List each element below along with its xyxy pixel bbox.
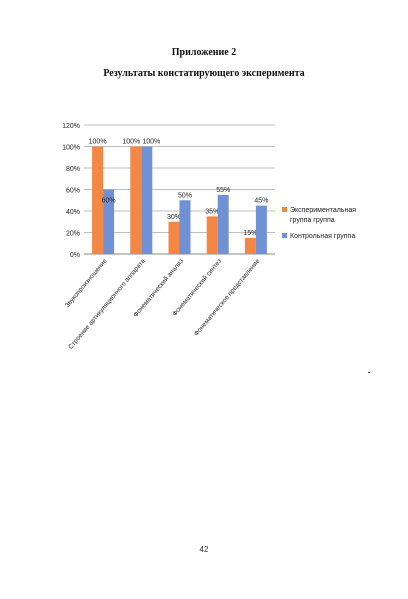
legend-label: Контрольная группа	[290, 233, 355, 240]
legend-swatch-control	[282, 233, 287, 238]
page-heading: Результаты констатирующего эксперимента	[103, 68, 305, 79]
y-tick-label: 60%	[66, 188, 80, 195]
data-label: 30%	[167, 214, 181, 221]
data-label: 15%	[243, 230, 257, 237]
data-label: 35%	[205, 208, 219, 215]
bar-control	[103, 189, 115, 254]
bar-control	[255, 205, 267, 254]
y-tick-label: 20%	[66, 231, 80, 238]
data-label: 45%	[254, 198, 268, 205]
stray-mark	[368, 372, 370, 373]
data-label: 100%	[89, 139, 107, 146]
data-label: 60%	[102, 198, 116, 205]
legend-label: Экспериментальная	[290, 207, 356, 214]
y-tick-label: 0%	[70, 252, 80, 259]
bar-control	[179, 200, 191, 254]
bar-experimental	[92, 146, 104, 254]
x-category-label: Фонематическое представление	[193, 257, 262, 337]
legend-label: группа группа	[290, 217, 335, 224]
bar-control	[217, 194, 229, 254]
bar-experimental	[130, 146, 142, 254]
x-category-label: Строение артикуляционного аппарата	[67, 257, 147, 350]
bar-control	[141, 146, 153, 254]
data-label: 100%	[122, 139, 140, 146]
data-label: 55%	[216, 187, 230, 194]
appendix-title: Приложение 2	[171, 47, 237, 58]
y-tick-label: 100%	[62, 145, 80, 152]
legend-swatch-experimental	[282, 207, 287, 212]
data-label: 50%	[178, 192, 192, 199]
bar-experimental	[244, 237, 256, 254]
page-number: 42	[199, 545, 209, 554]
y-tick-label: 40%	[66, 209, 80, 216]
bar-chart: 0% 20% 40% 60% 80% 100% 120% 100% 60% Звукопроизн…	[50, 112, 380, 382]
data-label: 100%	[142, 139, 160, 146]
x-category-label: Звукопроизношение	[64, 257, 109, 309]
chart-svg: 0% 20% 40% 60% 80% 100% 120% 100% 60% Звукопроизн…	[62, 123, 356, 351]
bar-experimental	[168, 221, 180, 254]
y-tick-label: 120%	[62, 123, 80, 130]
y-tick-label: 80%	[66, 166, 80, 173]
bar-experimental	[206, 216, 218, 254]
